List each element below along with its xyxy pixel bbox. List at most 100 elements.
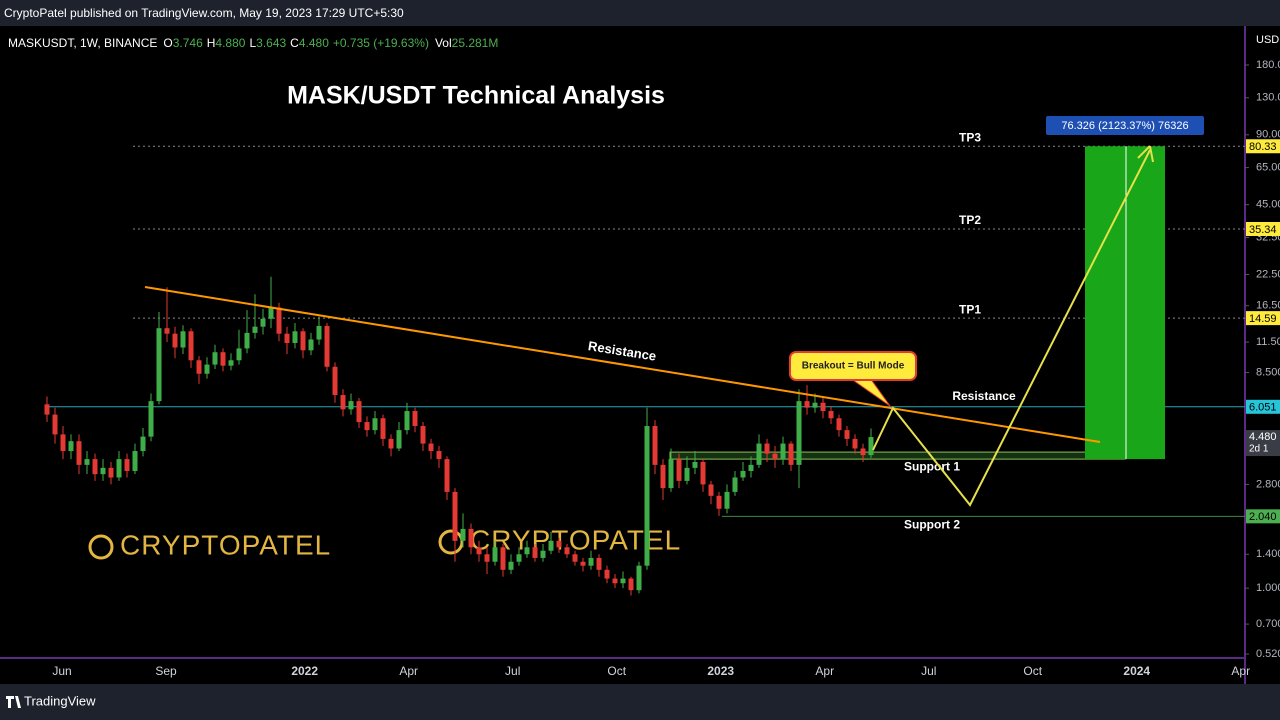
x-tick-label: Oct: [607, 664, 626, 678]
countdown: 2d 1: [1249, 444, 1269, 455]
candle-body: [60, 434, 66, 452]
ohlc-key: L: [249, 36, 256, 50]
support-zone: [669, 451, 1126, 460]
candle-body: [692, 461, 698, 468]
candle-body: [44, 404, 50, 415]
candle-body: [676, 459, 682, 481]
y-tick-label: 8.500: [1256, 366, 1280, 378]
x-tick-label: Apr: [1231, 664, 1250, 678]
volume: 25.281M: [452, 36, 499, 50]
candle-body: [396, 430, 402, 449]
candle-body: [356, 401, 362, 423]
candle-body: [668, 459, 674, 489]
candle-body: [844, 430, 850, 439]
watermark: CRYPTOPATEL: [120, 529, 331, 560]
volume-key: Vol: [435, 36, 452, 50]
candle-body: [748, 464, 754, 471]
candle-body: [388, 438, 394, 449]
target-label-bg: [1046, 116, 1204, 135]
candle-body: [660, 464, 666, 489]
candle-body: [836, 418, 842, 431]
level-label: TP1: [959, 302, 981, 316]
candle-body: [588, 557, 594, 566]
candle-body: [452, 491, 458, 541]
candle-body: [812, 402, 818, 408]
candle-body: [428, 443, 434, 452]
x-tick-label: Jun: [52, 664, 71, 678]
current-price-label: 4.480: [1249, 431, 1277, 443]
candle-body: [604, 569, 610, 579]
symbol-line: MASKUSDT, 1W, BINANCE O3.746 H4.880 L3.643 C…: [8, 36, 498, 50]
y-tick-label: 22.50: [1256, 268, 1280, 280]
candle-body: [108, 467, 114, 478]
candle-body: [132, 451, 138, 471]
candle-body: [652, 426, 658, 465]
candle-body: [596, 557, 602, 570]
y-tick-label: 11.50: [1256, 336, 1280, 348]
candle-body: [820, 402, 826, 412]
x-tick-label: 2022: [291, 664, 318, 678]
brand-logo: [6, 696, 21, 708]
y-tick-label: 180.0: [1256, 59, 1280, 71]
price-tag-label: 2.040: [1249, 511, 1277, 523]
y-tick-label: 45.00: [1256, 199, 1280, 211]
candle-body: [708, 484, 714, 496]
candle-body: [548, 540, 554, 551]
candle-body: [460, 528, 466, 541]
level-label: TP3: [959, 130, 981, 144]
candle-body: [612, 578, 618, 584]
candle-body: [796, 401, 802, 465]
x-tick-label: Jul: [505, 664, 520, 678]
candle-body: [204, 364, 210, 374]
candle-body: [684, 467, 690, 481]
candle-body: [564, 547, 570, 555]
y-tick-label: 65.00: [1256, 161, 1280, 173]
ohlc-key: C: [290, 36, 299, 50]
y-tick-label: 2.800: [1256, 478, 1280, 490]
projection-arrowhead: [1137, 145, 1154, 163]
price-tag: [1246, 221, 1280, 236]
price-tag-label: 80.33: [1249, 141, 1277, 153]
watermark-logo: [438, 529, 464, 555]
price-tag-label: 14.59: [1249, 313, 1277, 325]
candle-body: [372, 418, 378, 431]
ohlc-value: 3.643: [256, 36, 286, 50]
candle-body: [868, 437, 874, 456]
candle-body: [332, 366, 338, 396]
candle-body: [732, 477, 738, 492]
candle-body: [828, 411, 834, 419]
candle-body: [292, 331, 298, 343]
candle-body: [860, 448, 866, 456]
x-tick-label: Jul: [921, 664, 936, 678]
candle-body: [124, 459, 130, 471]
y-tick-label: 0.700: [1256, 618, 1280, 630]
currency: USD: [1256, 34, 1279, 46]
candle-body: [468, 528, 474, 548]
candle-body: [516, 554, 522, 562]
candle-body: [716, 495, 722, 509]
callout-box: [789, 351, 917, 381]
level-label: TP2: [959, 213, 981, 227]
watermark-logo: [88, 534, 114, 560]
candle-body: [284, 333, 290, 343]
ohlc-value: 4.880: [215, 36, 245, 50]
support-label: Support 1: [904, 459, 960, 473]
y-tick-label: 1.400: [1256, 548, 1280, 560]
candle-body: [804, 401, 810, 408]
candle-body: [364, 422, 370, 431]
candle-body: [76, 441, 82, 465]
x-tick-label: 2024: [1123, 664, 1150, 678]
x-tick-label: Oct: [1023, 664, 1042, 678]
ohlc-key: O: [163, 36, 172, 50]
price-tag: [1246, 399, 1280, 414]
candle-body: [260, 318, 266, 327]
candle-body: [532, 547, 538, 558]
candle-body: [700, 461, 706, 485]
candle-body: [236, 348, 242, 361]
price-tag-label: 6.051: [1249, 402, 1277, 414]
x-tick-label: Sep: [155, 664, 177, 678]
candle-body: [252, 326, 258, 333]
candle-body: [500, 547, 506, 570]
candle-body: [772, 453, 778, 460]
candle-body: [764, 443, 770, 454]
